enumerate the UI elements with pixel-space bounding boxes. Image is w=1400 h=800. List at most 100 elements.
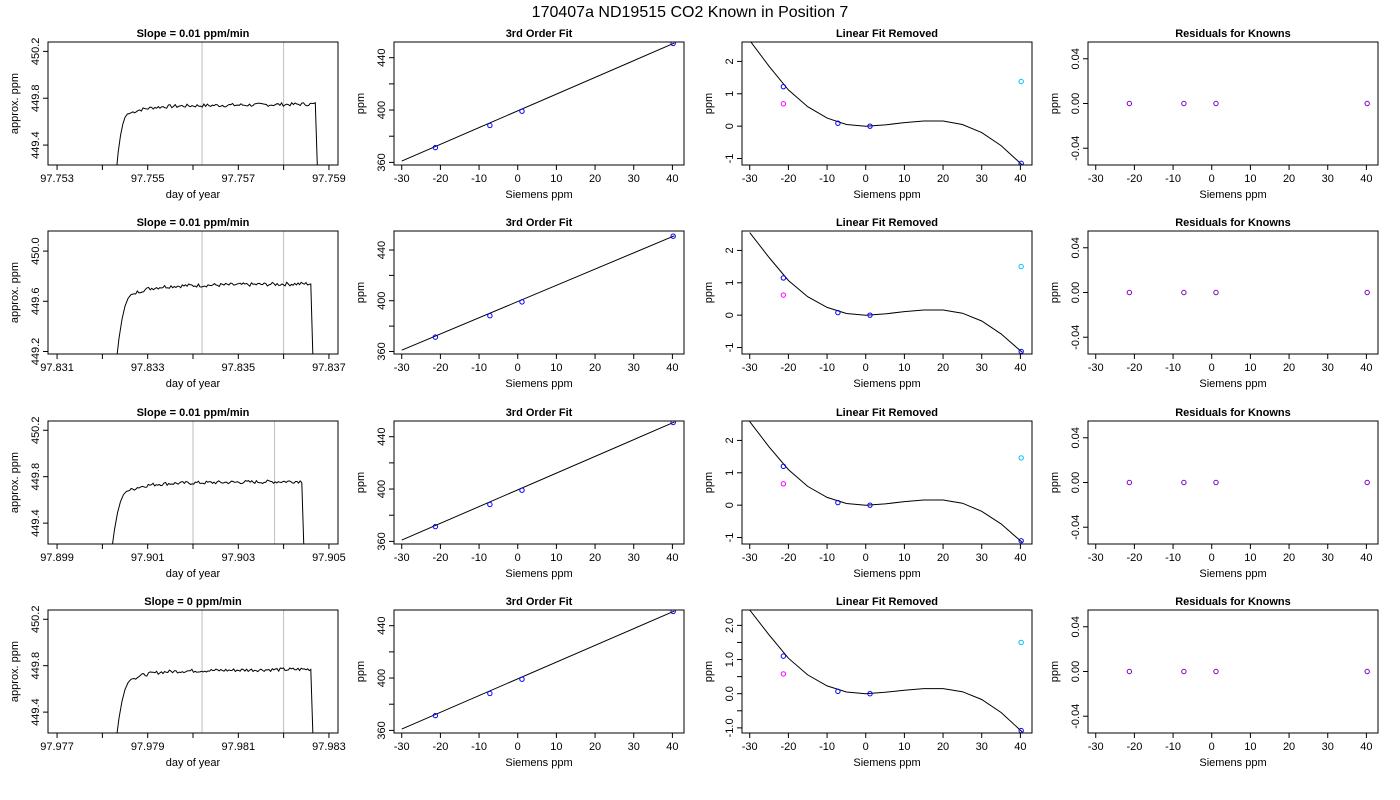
x-tick-label: -20 bbox=[780, 552, 796, 564]
plot-area bbox=[401, 233, 676, 351]
fit-line bbox=[401, 235, 675, 351]
x-tick-label: 20 bbox=[589, 552, 601, 564]
y-tick-label: 400 bbox=[376, 480, 388, 498]
plot-frame bbox=[47, 41, 339, 166]
plot-frame bbox=[393, 420, 685, 545]
y-tick-label: 360 bbox=[376, 153, 388, 171]
panel-title: Residuals for Knowns bbox=[1175, 407, 1291, 419]
plot-area bbox=[116, 610, 314, 733]
y-axis-label: ppm bbox=[1049, 282, 1061, 303]
x-tick-label: 40 bbox=[1360, 741, 1372, 753]
y-axis-label: ppm bbox=[1049, 472, 1061, 493]
x-tick-label: -10 bbox=[819, 741, 835, 753]
y-tick-label: 0 bbox=[724, 502, 736, 508]
data-point bbox=[1364, 100, 1370, 107]
y-tick-label: -1.0 bbox=[724, 718, 736, 737]
x-tick-label: -20 bbox=[1126, 173, 1142, 185]
plot-frame bbox=[47, 609, 339, 734]
x-tick-label: 30 bbox=[628, 173, 640, 185]
data-point bbox=[1018, 263, 1024, 270]
x-tick-label: -10 bbox=[819, 173, 835, 185]
y-axis: -1 0 1 2 bbox=[724, 437, 742, 542]
plot-frame bbox=[741, 420, 1033, 545]
plot-area bbox=[116, 231, 314, 354]
x-tick-label: 20 bbox=[589, 173, 601, 185]
y-tick-label: 0.04 bbox=[1070, 237, 1082, 258]
panel-title: Residuals for Knowns bbox=[1175, 596, 1291, 608]
x-tick-label: -10 bbox=[1165, 362, 1181, 374]
x-axis: -30 -20 -10 0 10 20 30 40 bbox=[1088, 354, 1373, 374]
x-axis-label: Siemens ppm bbox=[505, 568, 572, 580]
y-tick-label: 0.00 bbox=[1070, 472, 1082, 493]
panel-title: 3rd Order Fit bbox=[506, 28, 573, 40]
y-axis-label: ppm bbox=[703, 282, 715, 303]
x-tick-label: 10 bbox=[1244, 552, 1256, 564]
y-tick-label: 2 bbox=[724, 437, 736, 443]
x-tick-label: 0 bbox=[515, 362, 521, 374]
y-tick-label: -1 bbox=[724, 533, 736, 543]
data-point bbox=[1364, 668, 1370, 675]
x-tick-label: 20 bbox=[1283, 362, 1295, 374]
y-tick-label: 0.00 bbox=[1070, 93, 1082, 114]
y-tick-label: 2.0 bbox=[724, 618, 736, 633]
y-axis: -0.04 0.00 0.04 bbox=[1070, 48, 1088, 161]
data-point bbox=[519, 299, 525, 305]
panel-title: Linear Fit Removed bbox=[836, 596, 938, 608]
x-axis: -30 -20 -10 0 10 20 30 40 bbox=[394, 354, 679, 374]
x-tick-label: 97.981 bbox=[221, 741, 255, 753]
x-axis-label: Siemens ppm bbox=[853, 757, 920, 769]
x-tick-label: -30 bbox=[1088, 362, 1104, 374]
x-tick-label: 97.833 bbox=[131, 362, 165, 374]
y-axis-label: ppm bbox=[355, 282, 367, 303]
cubic-fit-curve bbox=[750, 42, 1023, 165]
y-axis-label: ppm bbox=[703, 661, 715, 682]
y-tick-label: -1 bbox=[724, 154, 736, 164]
plot-frame bbox=[741, 609, 1033, 734]
x-tick-label: 20 bbox=[937, 173, 949, 185]
y-tick-label: 440 bbox=[376, 428, 388, 446]
y-axis-label: approx. ppm bbox=[9, 641, 21, 702]
panel-title: Residuals for Knowns bbox=[1175, 217, 1291, 229]
x-tick-label: 97.753 bbox=[40, 173, 74, 185]
y-tick-label: 2 bbox=[724, 58, 736, 64]
x-tick-label: 20 bbox=[1283, 552, 1295, 564]
data-point bbox=[519, 108, 525, 114]
x-axis-label: Siemens ppm bbox=[1199, 189, 1266, 201]
x-tick-label: 10 bbox=[1244, 173, 1256, 185]
panel-title: Residuals for Knowns bbox=[1175, 28, 1291, 40]
data-point bbox=[670, 610, 676, 615]
plot-area bbox=[750, 42, 1024, 165]
y-tick-label: 0.04 bbox=[1070, 427, 1082, 448]
y-axis-label: ppm bbox=[1049, 93, 1061, 114]
panel-r4-c2: 3rd Order Fit -30 -20 -10 0 10 20 30 40 360 400 440… bbox=[355, 596, 685, 769]
x-tick-label: 30 bbox=[1322, 173, 1334, 185]
y-tick-label: 400 bbox=[376, 669, 388, 687]
data-point bbox=[835, 120, 841, 126]
x-tick-label: -10 bbox=[1165, 173, 1181, 185]
y-tick-label: 440 bbox=[376, 241, 388, 259]
panel-title: Slope = 0.01 ppm/min bbox=[137, 28, 250, 40]
x-tick-label: 30 bbox=[628, 552, 640, 564]
y-tick-label: 450.0 bbox=[30, 237, 42, 265]
x-axis: -30 -20 -10 0 10 20 30 40 bbox=[742, 354, 1027, 374]
plot-area bbox=[1126, 289, 1370, 296]
y-axis: 449.4 449.8 450.2 bbox=[30, 606, 48, 726]
plot-area bbox=[401, 42, 676, 162]
x-tick-label: 20 bbox=[937, 741, 949, 753]
x-tick-label: 30 bbox=[1322, 362, 1334, 374]
y-axis-label: ppm bbox=[355, 472, 367, 493]
x-tick-label: 0 bbox=[515, 741, 521, 753]
y-tick-label: 1.0 bbox=[724, 652, 736, 667]
x-tick-label: 20 bbox=[589, 741, 601, 753]
x-axis: -30 -20 -10 0 10 20 30 40 bbox=[1088, 544, 1373, 564]
figure-title: 170407a ND19515 CO2 Known in Position 7 bbox=[532, 4, 849, 21]
y-axis: -0.04 0.00 0.04 bbox=[1070, 427, 1088, 540]
plot-area bbox=[749, 421, 1024, 544]
y-tick-label: 449.4 bbox=[30, 131, 42, 159]
panel-title: 3rd Order Fit bbox=[506, 596, 573, 608]
data-point bbox=[780, 671, 787, 677]
cubic-fit-curve bbox=[749, 610, 1023, 733]
x-axis: -30 -20 -10 0 10 20 30 40 bbox=[742, 733, 1027, 753]
y-axis-label: ppm bbox=[703, 472, 715, 493]
